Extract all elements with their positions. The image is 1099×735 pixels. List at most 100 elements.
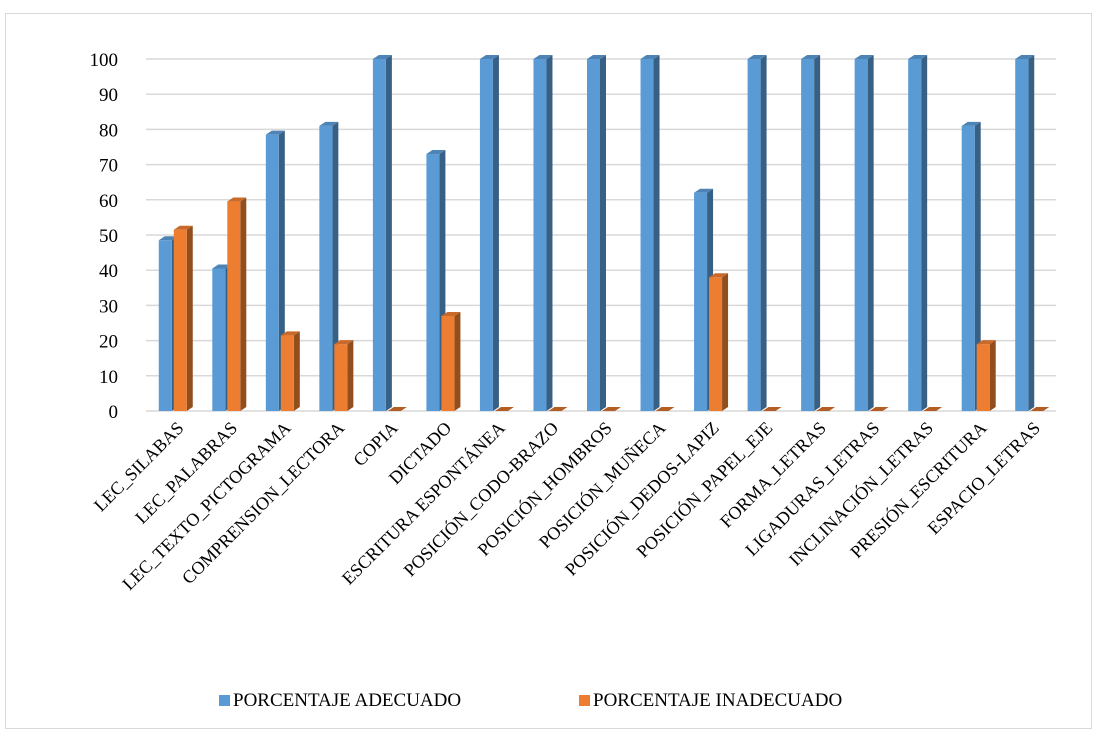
bar-front (854, 59, 868, 411)
legend-label: PORCENTAJE INADECUADO (593, 690, 842, 711)
bar-front (441, 315, 455, 411)
bar-side (600, 55, 606, 411)
bar-top (265, 130, 285, 135)
bar-front (227, 201, 241, 411)
bar-inadecuado (923, 407, 943, 411)
bar-top (441, 311, 461, 316)
bar-adecuado (961, 121, 981, 411)
bar-top (158, 236, 178, 241)
bar-side (867, 55, 874, 411)
bar-top (173, 225, 193, 230)
bar-top (709, 273, 729, 278)
bar-top (479, 55, 499, 59)
bar-zero-cap (816, 407, 836, 411)
legend-swatch (219, 695, 230, 706)
bar-top (747, 55, 767, 59)
y-tick-label: 10 (99, 367, 118, 388)
bar-top (976, 340, 996, 345)
bar-adecuado (640, 55, 660, 411)
bar-front (640, 59, 654, 411)
bar-adecuado (533, 55, 553, 411)
bar-inadecuado (709, 273, 729, 411)
bar-adecuado (747, 55, 767, 411)
bar-side (722, 273, 729, 411)
bar-side (546, 55, 553, 411)
bar-front (372, 59, 386, 411)
bar-side (760, 55, 767, 411)
bar-side (454, 311, 461, 411)
bar-top (372, 55, 392, 59)
bar-side (492, 55, 499, 411)
bar-top (212, 264, 232, 269)
legend: PORCENTAJE ADECUADO PORCENTAJE INADECUADO (219, 690, 842, 711)
bar-top (1015, 55, 1035, 59)
legend-swatch (579, 695, 590, 706)
bar-top (961, 121, 981, 126)
bar-adecuado (587, 55, 606, 411)
bar-front (212, 268, 226, 411)
x-tick-label: LEC_SILABAS (90, 418, 188, 516)
y-tick-label: 60 (99, 191, 118, 212)
x-tick-label: COPIA (349, 418, 401, 470)
bar-top (319, 121, 339, 126)
y-tick-label: 80 (99, 120, 118, 141)
legend-label: PORCENTAJE ADECUADO (233, 690, 461, 711)
bar-side (293, 331, 300, 411)
bar-front (1015, 59, 1029, 411)
bar-top (801, 55, 821, 59)
bar-top (280, 331, 300, 336)
bar-front (976, 344, 990, 411)
bar-side (332, 121, 339, 411)
bar-side (989, 340, 996, 411)
bars (158, 55, 1050, 412)
bar-zero-cap (1030, 407, 1050, 411)
bar-front (694, 192, 708, 411)
bar-side (974, 121, 981, 411)
bar-zero-cap (655, 407, 675, 411)
bar-side (385, 55, 392, 411)
chart-frame: 0 10 20 30 40 50 60 70 80 90 100 LEC_SILABAS LEC_PA… (5, 13, 1092, 729)
bar-side (347, 340, 354, 411)
bar-front (334, 344, 348, 411)
bar-zero-cap (548, 407, 568, 411)
bar-adecuado (479, 55, 499, 411)
bar-top (640, 55, 660, 59)
y-tick-label: 30 (99, 296, 118, 317)
bar-inadecuado (762, 407, 782, 411)
bar-front (908, 59, 922, 411)
bar-front (709, 277, 723, 411)
bar-front (587, 59, 600, 411)
bar-front (265, 134, 279, 411)
bar-front (426, 154, 440, 412)
bar-inadecuado (976, 340, 996, 411)
bar-zero-cap (494, 407, 514, 411)
bar-front (801, 59, 815, 411)
bar-zero-cap (869, 407, 889, 411)
bar-adecuado (426, 150, 446, 412)
bar-side (653, 55, 660, 411)
bar-adecuado (372, 55, 392, 411)
bar-top (587, 55, 606, 59)
bar-inadecuado (334, 340, 354, 411)
bar-chart: 0 10 20 30 40 50 60 70 80 90 100 LEC_SILABASLEC_PA… (90, 50, 1056, 711)
bar-side (921, 55, 928, 411)
bar-inadecuado (173, 225, 193, 411)
bar-inadecuado (602, 407, 621, 411)
bar-side (240, 197, 247, 411)
bar-front (747, 59, 761, 411)
bar-front (173, 229, 187, 411)
bar-inadecuado (441, 311, 461, 411)
bar-adecuado (801, 55, 821, 411)
bar-inadecuado (280, 331, 300, 411)
bar-zero-cap (762, 407, 782, 411)
bar-top (426, 150, 446, 155)
bar-zero-cap (602, 407, 621, 411)
y-tick-label: 100 (90, 50, 119, 71)
bar-top (533, 55, 553, 59)
y-tick-label: 40 (99, 261, 118, 282)
bar-inadecuado (548, 407, 568, 411)
bar-side (814, 55, 821, 411)
bar-front (319, 125, 333, 411)
bar-top (227, 197, 247, 202)
bar-inadecuado (387, 407, 407, 411)
